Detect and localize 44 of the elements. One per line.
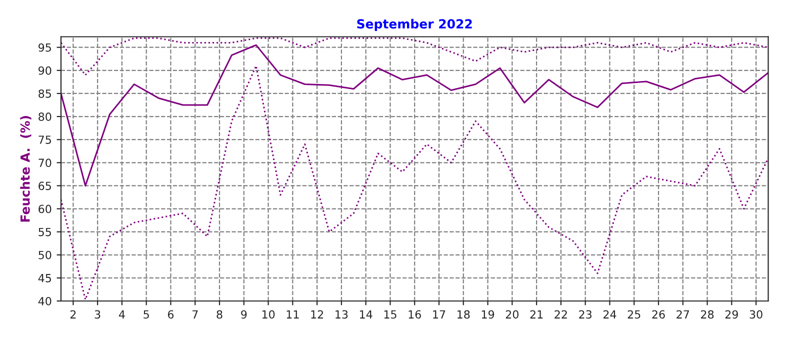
x-tick-label: 27 bbox=[676, 310, 689, 318]
x-tick-label: 26 bbox=[652, 310, 665, 319]
x-tick-label: 7 bbox=[192, 310, 198, 318]
y-tick-label: 75 bbox=[38, 136, 51, 144]
y-tick-label: 65 bbox=[38, 182, 51, 190]
x-tick-label: 11 bbox=[286, 310, 299, 318]
x-tick-label: 12 bbox=[311, 310, 324, 318]
x-tick-label: 28 bbox=[701, 310, 714, 319]
y-tick-label: 50 bbox=[38, 250, 52, 260]
y-tick-label: 55 bbox=[38, 228, 51, 236]
y-tick-label: 80 bbox=[38, 112, 52, 121]
x-tick-label: 21 bbox=[530, 310, 543, 318]
y-tick-label: 90 bbox=[38, 66, 52, 75]
x-tick-label: 10 bbox=[262, 310, 275, 319]
x-tick-label: 30 bbox=[750, 310, 762, 319]
x-tick-label: 24 bbox=[603, 310, 616, 318]
x-tick-label: 6 bbox=[168, 310, 174, 319]
x-tick-label: 14 bbox=[360, 310, 372, 318]
x-tick-label: 23 bbox=[579, 310, 592, 319]
x-tick-label: 4 bbox=[118, 310, 125, 318]
y-tick-label: 45 bbox=[38, 274, 51, 282]
x-tick-label: 5 bbox=[144, 310, 149, 319]
x-tick-label: 18 bbox=[458, 310, 470, 319]
y-tick-label: 70 bbox=[38, 158, 52, 168]
line-series bbox=[60, 44, 768, 186]
x-tick-label: 3 bbox=[94, 310, 100, 319]
x-tick-label: 17 bbox=[433, 310, 446, 318]
x-tick-label: 19 bbox=[482, 310, 494, 319]
x-tick-label: 25 bbox=[628, 310, 640, 319]
y-axis-title: Feuchte A. (%) bbox=[20, 116, 32, 222]
y-tick-label: 60 bbox=[38, 204, 52, 214]
x-tick-label: 29 bbox=[725, 310, 738, 319]
x-tick-label: 22 bbox=[554, 310, 567, 318]
x-tick-label: 16 bbox=[408, 310, 421, 319]
x-tick-label: 8 bbox=[216, 310, 222, 319]
y-tick-label: 95 bbox=[38, 43, 51, 52]
x-tick-label: 9 bbox=[241, 310, 247, 319]
y-tick-label: 40 bbox=[38, 296, 52, 306]
x-tick-label: 20 bbox=[506, 310, 518, 319]
x-tick-label: 15 bbox=[384, 310, 396, 319]
x-tick-label: 2 bbox=[70, 310, 76, 318]
y-tick-label: 85 bbox=[38, 89, 51, 98]
chart-title: September 2022 bbox=[357, 18, 472, 32]
x-tick-label: 13 bbox=[336, 310, 348, 319]
